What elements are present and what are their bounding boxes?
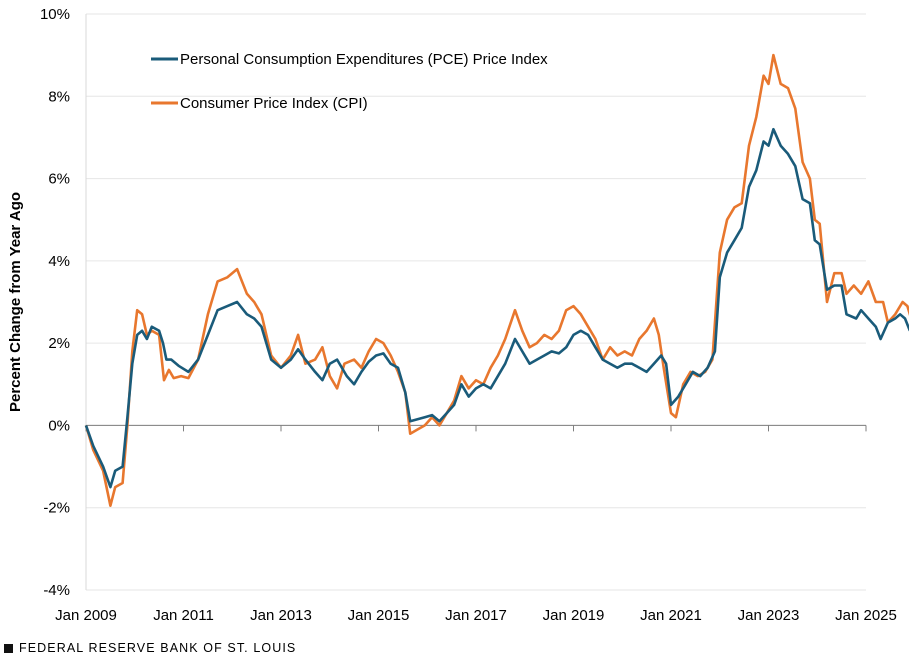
x-tick-label: Jan 2015 <box>348 607 410 624</box>
y-tick-label: 2% <box>48 335 70 352</box>
y-tick-label: 8% <box>48 88 70 105</box>
y-tick-label: 4% <box>48 253 70 270</box>
series-lines <box>84 53 909 507</box>
square-bullet-icon <box>4 643 13 653</box>
series-line-1 <box>84 53 909 507</box>
x-tick-label: Jan 2013 <box>250 607 312 624</box>
x-tick-label: Jan 2019 <box>543 607 605 624</box>
x-axis-ticks: Jan 2009 Jan 2011 Jan 2013 Jan 2015 Jan 2017… <box>55 425 897 624</box>
y-tick-label: -2% <box>43 500 70 517</box>
y-axis-ticks: -4% -2% 0% 2% 4% 6% 8% 10% <box>40 6 70 599</box>
source-label: FEDERAL RESERVE BANK OF ST. LOUIS <box>19 641 297 655</box>
y-tick-label: 10% <box>40 6 70 23</box>
legend-label: Consumer Price Index (CPI) <box>180 95 368 112</box>
x-tick-label: Jan 2011 <box>153 607 214 624</box>
x-tick-label: Jan 2009 <box>55 607 117 624</box>
x-tick-label: Jan 2017 <box>445 607 507 624</box>
y-tick-label: 0% <box>48 417 70 434</box>
x-tick-label: Jan 2021 <box>640 607 702 624</box>
x-tick-label: Jan 2023 <box>738 607 800 624</box>
y-axis-title: Percent Change from Year Ago <box>7 192 24 412</box>
y-tick-label: -4% <box>43 582 70 599</box>
x-tick-label: Jan 2025 <box>835 607 897 624</box>
legend: Personal Consumption Expenditures (PCE) … <box>151 51 548 112</box>
legend-label: Personal Consumption Expenditures (PCE) … <box>180 51 548 68</box>
y-tick-label: 6% <box>48 171 70 188</box>
source-footer: FEDERAL RESERVE BANK OF ST. LOUIS <box>4 641 296 655</box>
series-line-0 <box>84 127 909 489</box>
